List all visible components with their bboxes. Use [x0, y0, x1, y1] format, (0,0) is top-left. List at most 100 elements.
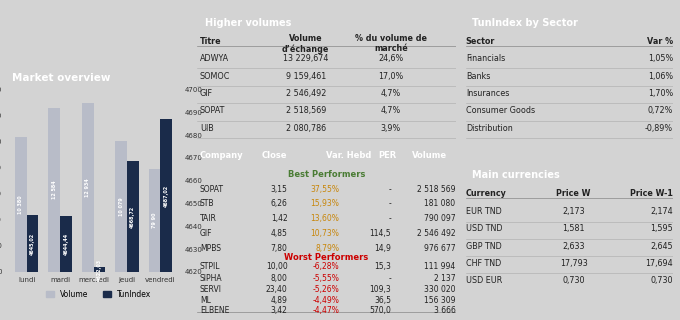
Text: 2 546,492: 2 546,492 — [286, 89, 326, 98]
Text: Best Performers: Best Performers — [288, 171, 365, 180]
Text: Banks: Banks — [466, 72, 490, 81]
Text: 36,5: 36,5 — [374, 296, 391, 305]
Text: 13 229,674: 13 229,674 — [283, 54, 328, 63]
Text: Distribution: Distribution — [466, 124, 513, 133]
Text: Market overview: Market overview — [12, 73, 111, 84]
Text: 12 584: 12 584 — [52, 181, 57, 199]
Text: 10 079: 10 079 — [118, 197, 124, 216]
Text: MPBS: MPBS — [200, 244, 221, 252]
Text: 4687,02: 4687,02 — [163, 185, 169, 207]
Text: 4,7%: 4,7% — [381, 106, 401, 115]
Text: STPIL: STPIL — [200, 262, 220, 271]
Text: 1,42: 1,42 — [271, 214, 288, 223]
Text: 4622,03: 4622,03 — [97, 259, 102, 281]
Bar — [48, 108, 60, 272]
Bar — [82, 103, 94, 272]
Text: SOPAT: SOPAT — [200, 185, 224, 194]
Text: 10,73%: 10,73% — [311, 229, 339, 238]
Bar — [160, 119, 172, 320]
Text: 330 020: 330 020 — [424, 285, 456, 294]
Text: -6,28%: -6,28% — [313, 262, 339, 271]
Text: SOPAT: SOPAT — [200, 106, 225, 115]
Text: 4644,44: 4644,44 — [63, 233, 69, 255]
Text: 4,85: 4,85 — [271, 229, 288, 238]
Text: 79 90: 79 90 — [152, 212, 157, 228]
Text: Main currencies: Main currencies — [472, 170, 560, 180]
Legend: Volume, TunIndex: Volume, TunIndex — [43, 287, 154, 302]
Bar — [15, 137, 27, 272]
Text: GBP TND: GBP TND — [466, 242, 502, 251]
Text: ELBENE: ELBENE — [200, 307, 229, 316]
Text: 14,9: 14,9 — [374, 244, 391, 252]
Text: 15,3: 15,3 — [374, 262, 391, 271]
Text: 109,3: 109,3 — [369, 285, 391, 294]
Text: Consumer Goods: Consumer Goods — [466, 106, 535, 115]
Text: 4645,02: 4645,02 — [30, 232, 35, 254]
Text: 8,00: 8,00 — [271, 274, 288, 283]
Text: Price W: Price W — [556, 188, 591, 198]
Text: -5,55%: -5,55% — [312, 274, 339, 283]
Text: PER: PER — [378, 151, 396, 160]
Text: 4,7%: 4,7% — [381, 89, 401, 98]
Text: 10 380: 10 380 — [18, 195, 24, 214]
Text: -: - — [388, 199, 391, 208]
Text: 23,40: 23,40 — [266, 285, 288, 294]
Text: 976 677: 976 677 — [424, 244, 456, 252]
Text: 17,0%: 17,0% — [378, 72, 404, 81]
Text: 9 159,461: 9 159,461 — [286, 72, 326, 81]
Text: 0,730: 0,730 — [562, 276, 585, 285]
Text: 2,173: 2,173 — [562, 207, 585, 216]
Text: 1,05%: 1,05% — [648, 54, 673, 63]
Text: -: - — [388, 274, 391, 283]
Text: 111 994: 111 994 — [424, 262, 456, 271]
Text: TunIndex by Sector: TunIndex by Sector — [472, 18, 578, 28]
Bar — [94, 268, 105, 320]
Bar — [148, 169, 160, 272]
Text: 3,42: 3,42 — [271, 307, 288, 316]
Text: 17,793: 17,793 — [560, 259, 588, 268]
Text: 114,5: 114,5 — [369, 229, 391, 238]
Text: SERVI: SERVI — [200, 285, 222, 294]
Text: 1,70%: 1,70% — [648, 89, 673, 98]
Text: % du volume de
marché: % du volume de marché — [355, 34, 427, 53]
Text: 4,89: 4,89 — [271, 296, 288, 305]
Text: Volume
d’échange: Volume d’échange — [282, 34, 329, 53]
Text: 24,6%: 24,6% — [378, 54, 404, 63]
Text: Price W-1: Price W-1 — [630, 188, 673, 198]
Text: EUR TND: EUR TND — [466, 207, 502, 216]
Text: Higher volumes: Higher volumes — [205, 18, 291, 28]
Text: 7,80: 7,80 — [271, 244, 288, 252]
Text: -4,49%: -4,49% — [312, 296, 339, 305]
Text: UIB: UIB — [200, 124, 214, 133]
Text: -: - — [388, 214, 391, 223]
Text: TAIR: TAIR — [200, 214, 217, 223]
Text: 37,55%: 37,55% — [310, 185, 339, 194]
Text: STB: STB — [200, 199, 214, 208]
Bar — [115, 141, 127, 272]
Text: 1,581: 1,581 — [562, 224, 585, 234]
Text: 156 309: 156 309 — [424, 296, 456, 305]
Bar — [27, 215, 39, 320]
Text: -4,47%: -4,47% — [312, 307, 339, 316]
Text: Insurances: Insurances — [466, 89, 509, 98]
Text: 790 097: 790 097 — [424, 214, 456, 223]
Text: 3 666: 3 666 — [434, 307, 456, 316]
Text: Titre: Titre — [200, 37, 222, 46]
Text: CHF TND: CHF TND — [466, 259, 501, 268]
Bar — [60, 216, 72, 320]
Text: 3,15: 3,15 — [271, 185, 288, 194]
Text: GIF: GIF — [200, 229, 212, 238]
Text: 13,60%: 13,60% — [311, 214, 339, 223]
Text: 2,645: 2,645 — [651, 242, 673, 251]
Text: 17,694: 17,694 — [645, 259, 673, 268]
Text: 2,633: 2,633 — [562, 242, 585, 251]
Text: -: - — [388, 185, 391, 194]
Text: Company: Company — [200, 151, 243, 160]
Text: 3,9%: 3,9% — [381, 124, 401, 133]
Text: USD TND: USD TND — [466, 224, 503, 234]
Text: 2,174: 2,174 — [651, 207, 673, 216]
Text: SOMOC: SOMOC — [200, 72, 230, 81]
Text: Close: Close — [262, 151, 287, 160]
Text: ADWYA: ADWYA — [200, 54, 229, 63]
Text: 2 137: 2 137 — [434, 274, 456, 283]
